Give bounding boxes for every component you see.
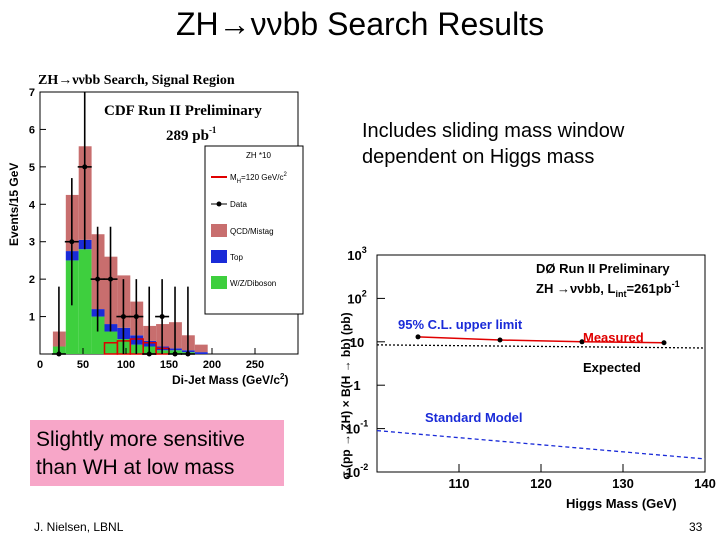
y-tick-label-6: 7: [29, 87, 35, 99]
data-point-7: [146, 351, 152, 357]
right-chart-sm-label: Standard Model: [425, 410, 523, 425]
x-tick-label-0: 0: [37, 359, 43, 371]
stack-bar-wz-3: [91, 316, 105, 354]
data-point-3: [95, 276, 101, 282]
legend-label-0: ZH *10: [246, 151, 271, 160]
right-chart-label-line2: ZH →ννbb, Lint=261pb-1: [536, 279, 680, 299]
right-chart-measured-label: Measured: [583, 330, 644, 345]
note-sliding-window: Includes sliding mass window dependent o…: [362, 118, 624, 170]
legend-label-5: W/Z/Diboson: [230, 279, 276, 288]
measured-line: [417, 336, 665, 344]
y-tick-label-2: 3: [29, 237, 35, 249]
y-tick-label-1: 2: [29, 274, 35, 286]
legend-label-1: MH=120 GeV/c2: [230, 172, 288, 185]
legend-swatch-2: [216, 201, 222, 207]
x-tick-label-5: 250: [246, 359, 264, 371]
footer-page-number: 33: [689, 520, 703, 534]
stack-bar-qcd-11: [194, 344, 208, 353]
note-box-line2: than WH at low mass: [36, 456, 235, 479]
right-chart-expected-label: Expected: [583, 360, 641, 375]
left-chart-label-line1: CDF Run II Preliminary: [104, 103, 262, 119]
right-chart-ylabel: σ (pp → ZH) × B(H → bb) (pb): [339, 312, 353, 479]
note-top-line2: dependent on Higgs mass: [362, 146, 595, 168]
r-y-tick-label-1: 102: [347, 288, 366, 306]
left-chart-title: ZH→ννbb Search, Signal Region: [38, 73, 235, 88]
data-point-0: [56, 351, 62, 357]
note-box-sensitivity: Slightly more sensitive than WH at low m…: [30, 420, 284, 486]
x-tick-label-1: 50: [77, 359, 89, 371]
stack-bar-top-11: [194, 352, 208, 354]
y-tick-label-5: 6: [29, 124, 35, 136]
data-point-1: [69, 239, 75, 245]
data-point-10: [185, 351, 191, 357]
y-tick-label-3: 4: [29, 199, 36, 211]
r-y-tick-label-2: 10: [350, 335, 364, 350]
data-point-4: [108, 276, 114, 282]
legend-label-2: Data: [230, 200, 247, 209]
r-x-tick-label-0: 110: [449, 476, 470, 491]
left-chart-label-line2: 289 pb-1: [166, 125, 217, 144]
x-tick-label-2: 100: [117, 359, 135, 371]
data-point-8: [159, 314, 165, 320]
expected-line: [376, 344, 706, 349]
right-chart-xlabel: Higgs Mass (GeV): [566, 496, 677, 511]
d0-limit-chart: σ (pp → ZH) × B(H → bb) (pb) 10310210110…: [339, 245, 716, 511]
stack-bar-wz-1: [65, 260, 79, 354]
measured-point-0: [415, 334, 421, 340]
legend-swatch-5: [211, 276, 227, 289]
r-y-tick-label-3: 1: [353, 378, 360, 393]
right-chart-cl-label: 95% C.L. upper limit: [398, 317, 523, 332]
right-plot-frame: [376, 254, 706, 473]
r-y-tick-label-5: 10-2: [346, 462, 368, 480]
footer-author: J. Nielsen, LBNL: [34, 520, 124, 534]
x-tick-label-3: 150: [160, 359, 178, 371]
measured-point-2: [579, 339, 585, 345]
legend-swatch-3: [211, 224, 227, 237]
cdf-dijet-mass-chart: ZH→ννbb Search, Signal Region Events/15 …: [7, 62, 310, 392]
data-point-2: [82, 164, 88, 170]
r-x-tick-label-1: 120: [530, 476, 552, 491]
note-box-line1: Slightly more sensitive: [36, 428, 245, 451]
y-tick-label-0: 1: [29, 312, 35, 324]
stack-bar-wz-2: [78, 249, 92, 354]
r-x-tick-label-3: 140: [694, 476, 716, 491]
left-chart-ylabel: Events/15 GeV: [7, 163, 21, 246]
r-y-tick-label-4: 10-1: [346, 419, 368, 437]
note-top-line1: Includes sliding mass window: [362, 120, 625, 142]
measured-point-3: [661, 340, 667, 346]
legend-label-4: Top: [230, 253, 243, 262]
data-point-9: [172, 351, 178, 357]
y-tick-label-4: 5: [29, 162, 35, 174]
data-point-6: [133, 314, 139, 320]
measured-point-1: [497, 337, 503, 343]
left-chart-xlabel: Di-Jet Mass (GeV/c2): [172, 372, 289, 387]
standard-model-line: [376, 429, 706, 460]
data-point-5: [120, 314, 126, 320]
r-x-tick-label-2: 130: [612, 476, 634, 491]
left-chart-legend: ZH *10 MH=120 GeV/c2 Data QCD/Mistag Top W/Z/…: [204, 145, 304, 315]
r-y-tick-label-0: 103: [347, 245, 366, 263]
right-chart-label-line1: DØ Run II Preliminary: [536, 261, 670, 276]
slide-title: ZH→ννbb Search Results: [175, 6, 545, 42]
x-tick-label-4: 200: [203, 359, 221, 371]
legend-swatch-4: [211, 250, 227, 263]
legend-label-3: QCD/Mistag: [230, 227, 274, 236]
